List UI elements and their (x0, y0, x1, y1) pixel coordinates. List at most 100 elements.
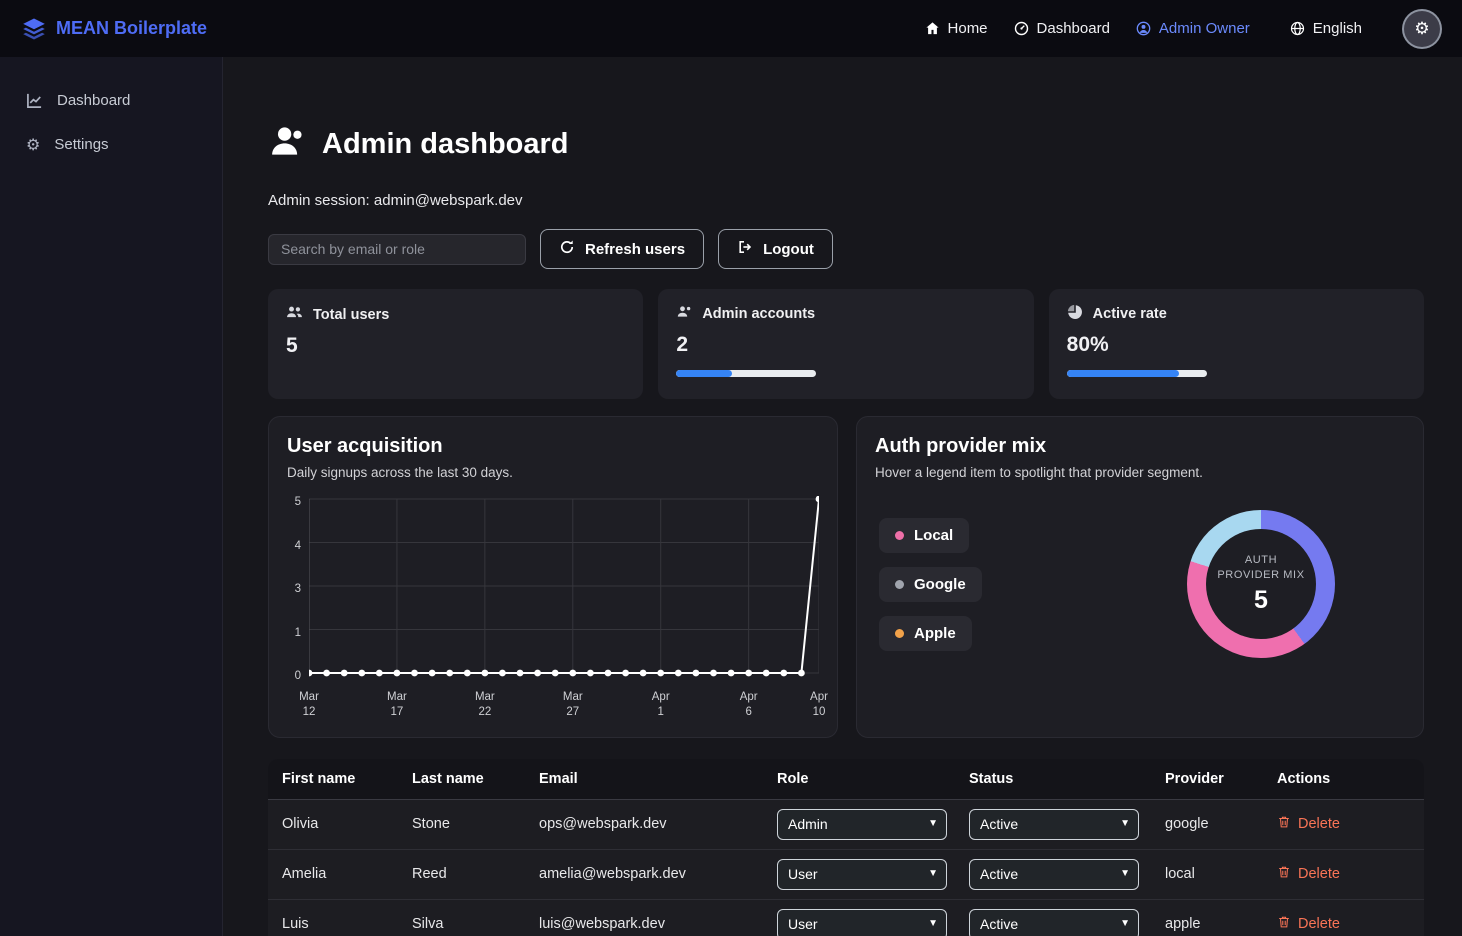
cell-email: luis@webspark.dev (525, 898, 763, 936)
role-select[interactable]: User (777, 908, 947, 936)
col-provider: Provider (1151, 759, 1263, 800)
nav-home[interactable]: Home (925, 20, 988, 37)
legend-label: Apple (914, 624, 956, 642)
panel-subtitle: Hover a legend item to spotlight that pr… (875, 465, 1203, 480)
sidebar: Dashboard ⚙ Settings (0, 57, 223, 936)
refresh-icon (559, 239, 575, 259)
delete-label: Delete (1298, 816, 1340, 832)
x-axis-labels: Mar 12 Mar 17 Mar 22 Mar 27 Apr 1 Apr 6 Apr 10 (299, 690, 828, 726)
col-first-name: First name (268, 759, 398, 800)
progress-bar (676, 370, 817, 377)
sidebar-item-label: Settings (54, 136, 109, 153)
stat-card-active-rate: Active rate 80% (1048, 289, 1424, 399)
cell-role: User ▼ (763, 898, 955, 936)
y-tick: 4 (294, 539, 301, 552)
stat-label: Admin accounts (702, 306, 816, 322)
legend-item-local[interactable]: Local (879, 517, 970, 553)
status-select[interactable]: Active (969, 908, 1139, 936)
col-role: Role (763, 759, 955, 800)
page-title: Admin dashboard (322, 128, 569, 160)
line-chart-svg (309, 496, 819, 677)
cell-first-name: Luis (268, 898, 398, 936)
cell-provider: google (1165, 816, 1209, 832)
cell-role: Admin ▼ (763, 799, 955, 849)
role-select[interactable]: User (777, 858, 947, 890)
globe-icon (1290, 21, 1305, 36)
progress-fill (676, 370, 733, 377)
stat-cards: Total users 5 Admin accounts 2 (268, 289, 1424, 399)
delete-button[interactable]: Delete (1277, 915, 1340, 933)
status-select-wrapper: Active ▼ (969, 908, 1139, 936)
nav-admin-owner[interactable]: Admin Owner (1136, 20, 1250, 37)
status-select[interactable]: Active (969, 858, 1139, 890)
cell-status: Active ▼ (955, 898, 1151, 936)
sidebar-item-settings[interactable]: ⚙ Settings (0, 122, 222, 167)
x-tick: Apr 10 (810, 691, 828, 718)
language-selector[interactable]: English (1290, 20, 1362, 37)
y-tick: 1 (294, 626, 301, 639)
cell-email: amelia@webspark.dev (525, 848, 763, 899)
plot-area: Mar 12 Mar 17 Mar 22 Mar 27 Apr 1 Apr 6 Apr 10 (299, 496, 828, 726)
progress-fill (1066, 370, 1179, 377)
nav-admin-owner-label: Admin Owner (1158, 20, 1250, 37)
panel-title: User acquisition (287, 435, 443, 457)
col-actions: Actions (1263, 759, 1424, 800)
cell-role: User ▼ (763, 848, 955, 899)
page-header: Admin dashboard (268, 123, 1424, 166)
y-tick: 5 (294, 496, 301, 508)
home-icon (925, 21, 940, 36)
search-input[interactable] (268, 233, 526, 265)
legend-item-google[interactable]: Google (879, 566, 982, 602)
status-select[interactable]: Active (969, 808, 1139, 840)
refresh-users-button[interactable]: Refresh users (540, 229, 705, 269)
chart-panels: User acquisition Daily signups across th… (268, 416, 1424, 738)
stat-label: Active rate (1092, 306, 1167, 322)
stat-value: 80% (1066, 333, 1109, 356)
auth-provider-panel: Auth provider mix Hover a legend item to… (856, 416, 1424, 738)
cell-last-name: Silva (398, 898, 525, 936)
legend-label: Google (914, 575, 966, 593)
cell-first-name: Amelia (268, 848, 398, 899)
x-tick: Mar 12 (299, 691, 319, 718)
table-row: Olivia Stone ops@webspark.dev Admin ▼ Active ▼… (268, 799, 1424, 849)
pie-chart-icon (1067, 304, 1083, 324)
top-navbar: MEAN Boilerplate Home Dashboard Admin Ow… (0, 0, 1462, 57)
settings-gear-button[interactable]: ⚙ (1404, 10, 1440, 47)
people-icon (286, 304, 303, 325)
brand-title: MEAN Boilerplate (56, 18, 208, 38)
trash-icon (1277, 915, 1291, 933)
logout-button[interactable]: Logout (718, 229, 833, 269)
role-select[interactable]: Admin (777, 808, 947, 840)
status-select-wrapper: Active ▼ (969, 858, 1139, 890)
panel-subtitle: Daily signups across the last 30 days. (287, 465, 513, 480)
toolbar: Refresh users Logout (268, 229, 1424, 269)
legend-dot-icon (895, 628, 904, 638)
table-header-row: First name Last name Email Role Status P… (268, 759, 1424, 800)
legend-item-apple[interactable]: Apple (879, 615, 972, 651)
nav-dashboard[interactable]: Dashboard (1014, 20, 1110, 37)
auth-content: Local Google Apple AUTH PROVIDER MIX 5 (875, 510, 1405, 658)
sidebar-item-label: Dashboard (57, 92, 131, 109)
delete-button[interactable]: Delete (1277, 865, 1340, 883)
x-tick: Apr 6 (739, 691, 758, 718)
nav-home-label: Home (947, 20, 988, 37)
person-circle-icon (1136, 21, 1151, 36)
y-tick: 3 (294, 583, 301, 595)
col-email: Email (525, 759, 763, 800)
legend-dot-icon (895, 579, 904, 589)
nav-dashboard-label: Dashboard (1036, 20, 1110, 37)
donut-center-value: 5 (1254, 586, 1268, 615)
stat-card-admin-accounts: Admin accounts 2 (658, 289, 1034, 399)
donut-legend: Local Google Apple (879, 517, 982, 651)
brand[interactable]: MEAN Boilerplate (22, 17, 207, 41)
cell-email: ops@webspark.dev (539, 816, 667, 832)
cell-provider: apple (1151, 898, 1263, 936)
cell-first-name: Olivia (282, 816, 319, 832)
users-table-card: First name Last name Email Role Status P… (268, 759, 1424, 936)
x-tick: Mar 17 (387, 691, 407, 718)
logout-icon (737, 239, 753, 259)
delete-button[interactable]: Delete (1277, 815, 1340, 833)
sidebar-item-dashboard[interactable]: Dashboard (0, 79, 222, 122)
delete-label: Delete (1298, 866, 1340, 882)
admin-session-text: Admin session: admin@webspark.dev (268, 192, 523, 209)
